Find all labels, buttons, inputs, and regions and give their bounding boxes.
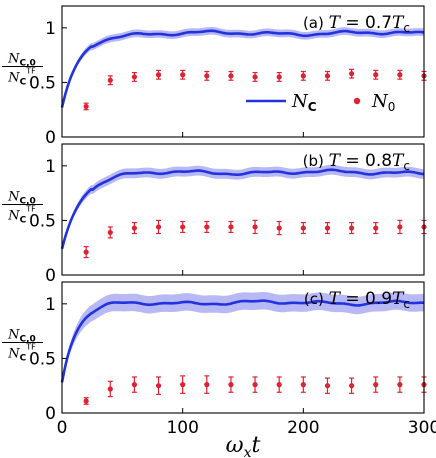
y-label-denominator: NCTF [7,205,36,226]
data-point-n0 [228,224,234,230]
data-point-n0 [397,382,403,388]
data-point-n0 [180,224,186,230]
y-tick-label: 0 [45,266,56,286]
data-point-n0 [349,383,355,389]
confidence-band [62,27,424,108]
panel-annotation: (a) T = 0.7Tc [303,13,410,35]
legend-label-nc: NC [291,91,317,114]
data-point-n0 [349,71,355,77]
y-tick-label: 0.5 [29,211,56,231]
x-tick-label: 100 [166,418,198,438]
x-tick-label: 200 [287,418,319,438]
y-tick-label: 0.5 [29,349,56,369]
data-point-n0 [131,382,137,388]
data-point-n0 [155,72,162,78]
legend-label-n0: N0 [371,91,395,114]
x-tick-label: 0 [57,418,68,438]
data-point-n0 [276,74,282,80]
data-point-n0 [324,383,331,389]
data-point-n0 [324,73,331,79]
data-point-n0 [204,73,210,79]
y-tick-label: 1 [45,157,56,177]
y-label-numerator: NC,0 [7,52,36,69]
data-point-n0 [349,225,355,231]
y-label-denominator: NCTF [7,343,36,364]
x-axis-label: ωxt [226,433,261,458]
y-label-numerator: NC,0 [7,328,36,345]
y-label-numerator: NC,0 [7,190,36,207]
data-point-n0 [131,225,137,231]
data-point-n0 [107,77,113,83]
data-point-n0 [83,103,89,110]
legend-marker-n0 [353,97,361,105]
data-point-n0 [180,382,186,388]
data-point-n0 [373,225,379,231]
y-tick-label: 1 [45,19,56,39]
data-point-n0 [83,398,89,404]
data-point-n0 [107,386,113,392]
data-point-n0 [276,225,282,231]
data-point-n0 [397,224,403,230]
data-point-n0 [252,382,258,388]
data-point-n0 [373,382,379,388]
data-point-n0 [228,382,234,388]
plot-frame [61,5,425,138]
panel-annotation: (c) T = 0.9Tc [304,289,410,311]
data-point-n0 [324,225,331,231]
data-point-n0 [180,72,186,78]
data-point-n0 [300,382,306,388]
x-tick-label: 300 [408,418,436,438]
data-point-n0 [131,74,137,80]
data-point-n0 [373,72,379,78]
y-tick-label: 0.5 [29,73,56,93]
series-line-nc [60,29,425,108]
data-point-n0 [252,74,258,80]
y-label-denominator: NCTF [7,67,36,88]
data-point-n0 [107,229,113,236]
series-line-nc [60,299,424,383]
data-point-n0 [300,73,306,79]
data-point-n0 [276,382,282,388]
data-point-n0 [228,73,234,79]
plot-frame [61,281,425,414]
data-point-n0 [155,224,162,230]
data-point-n0 [252,224,258,230]
plot-frame [61,143,425,276]
data-point-n0 [300,225,306,231]
data-point-n0 [204,224,210,230]
y-tick-label: 1 [45,295,56,315]
data-point-n0 [83,249,89,255]
data-point-n0 [204,382,210,388]
data-point-n0 [155,383,162,389]
y-tick-label: 0 [45,404,56,424]
series-line-nc [60,168,425,250]
y-tick-label: 0 [45,128,56,148]
panel-annotation: (b) T = 0.8Tc [303,151,410,173]
data-point-n0 [397,72,403,78]
